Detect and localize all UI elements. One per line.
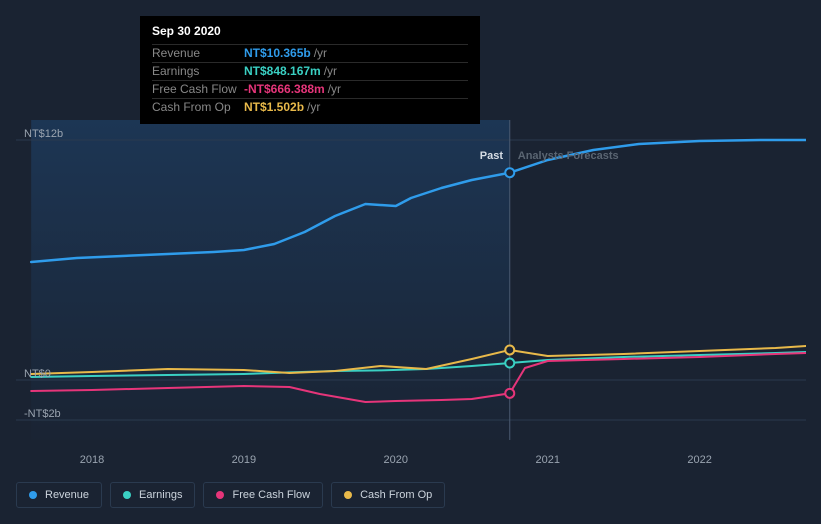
tooltip-row: RevenueNT$10.365b/yr xyxy=(152,44,468,62)
y-axis-label: NT$12b xyxy=(24,128,63,140)
past-label: Past xyxy=(480,150,503,162)
tooltip-label: Earnings xyxy=(152,63,244,80)
x-axis-label: 2018 xyxy=(80,454,104,466)
legend-dot xyxy=(123,491,131,499)
legend-item-cash-from-op[interactable]: Cash From Op xyxy=(331,482,445,508)
x-axis-label: 2022 xyxy=(687,454,711,466)
tooltip-label: Free Cash Flow xyxy=(152,81,244,98)
tooltip-value: NT$1.502b xyxy=(244,99,304,116)
legend-label: Revenue xyxy=(45,489,89,501)
tooltip-suffix: /yr xyxy=(307,99,320,116)
x-axis-label: 2020 xyxy=(384,454,408,466)
x-axis-label: 2019 xyxy=(232,454,256,466)
tooltip-suffix: /yr xyxy=(328,81,341,98)
tooltip-row: Free Cash Flow-NT$666.388m/yr xyxy=(152,80,468,98)
forecast-label: Analysts Forecasts xyxy=(518,150,619,162)
tooltip-label: Cash From Op xyxy=(152,99,244,116)
tooltip-value: NT$848.167m xyxy=(244,63,321,80)
x-axis-label: 2021 xyxy=(535,454,559,466)
legend-label: Free Cash Flow xyxy=(232,489,310,501)
chart-plot[interactable] xyxy=(16,120,806,440)
tooltip-suffix: /yr xyxy=(324,63,337,80)
legend-item-revenue[interactable]: Revenue xyxy=(16,482,102,508)
legend-dot xyxy=(29,491,37,499)
y-axis-label: -NT$2b xyxy=(24,408,61,420)
legend-item-earnings[interactable]: Earnings xyxy=(110,482,195,508)
tooltip-value: -NT$666.388m xyxy=(244,81,325,98)
tooltip-label: Revenue xyxy=(152,45,244,62)
chart-area: NT$12bNT$0-NT$2b20182019202020212022Past… xyxy=(16,120,806,440)
legend-label: Earnings xyxy=(139,489,182,501)
y-axis-label: NT$0 xyxy=(24,368,51,380)
legend-dot xyxy=(344,491,352,499)
tooltip-value: NT$10.365b xyxy=(244,45,311,62)
tooltip-row: EarningsNT$848.167m/yr xyxy=(152,62,468,80)
tooltip-date: Sep 30 2020 xyxy=(152,24,468,38)
tooltip-row: Cash From OpNT$1.502b/yr xyxy=(152,98,468,116)
chart-tooltip: Sep 30 2020 RevenueNT$10.365b/yrEarnings… xyxy=(140,16,480,124)
legend-dot xyxy=(216,491,224,499)
legend-item-free-cash-flow[interactable]: Free Cash Flow xyxy=(203,482,323,508)
legend-label: Cash From Op xyxy=(360,489,432,501)
legend: Revenue Earnings Free Cash Flow Cash From O… xyxy=(16,482,445,508)
tooltip-suffix: /yr xyxy=(314,45,327,62)
